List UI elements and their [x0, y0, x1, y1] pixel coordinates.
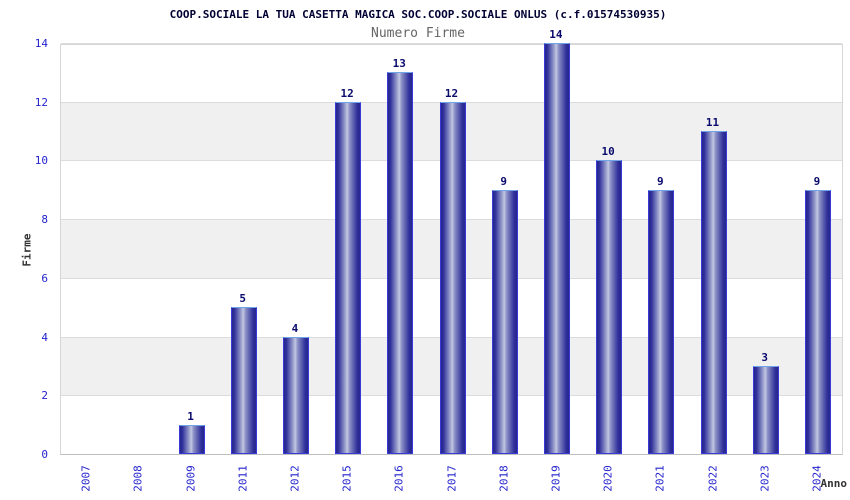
bar-value-label: 4: [291, 322, 299, 335]
bar-value-label: 12: [444, 87, 459, 100]
bar-2022: [700, 131, 727, 454]
bar-value-label: 5: [239, 292, 246, 305]
bar-2017: [439, 102, 466, 454]
bar-2015: [335, 102, 362, 454]
bar-2016: [387, 72, 414, 454]
bar-value-label: 1: [187, 410, 194, 423]
bar-value-label: 9: [500, 175, 507, 188]
chart-subtitle: Numero Firme: [371, 26, 465, 41]
bar-value-label: 9: [656, 175, 664, 188]
bar-2020: [596, 160, 623, 454]
plot-area: [60, 43, 843, 455]
bar-2011: [230, 307, 257, 454]
bar-2021: [648, 190, 675, 454]
chart-title: COOP.SOCIALE LA TUA CASETTA MAGICA SOC.C…: [169, 8, 667, 21]
bar-2024: [804, 190, 831, 454]
bar-2012: [282, 337, 309, 454]
bar-value-label: 3: [761, 351, 768, 364]
bar-2019: [543, 43, 570, 454]
bar-value-label: 14: [549, 28, 563, 41]
y-tick-label: 2: [41, 389, 48, 403]
y-tick-label: 14: [34, 37, 48, 50]
bar-2009: [178, 425, 205, 454]
bar-value-label: 9: [813, 175, 821, 188]
bar-value-label: 12: [340, 87, 354, 100]
bar-2023: [752, 366, 779, 454]
y-tick-label: 6: [41, 271, 48, 285]
y-tick-label: 12: [34, 95, 48, 109]
bar-2018: [491, 190, 518, 454]
gridline: [61, 43, 842, 44]
bar-value-label: 11: [705, 116, 720, 129]
y-tick-label: 4: [41, 330, 48, 344]
bar-value-label: 10: [601, 145, 615, 158]
x-axis-title: Anno: [820, 477, 848, 490]
y-tick-label: 8: [41, 213, 48, 227]
y-tick-label: 0: [41, 448, 48, 461]
bar-value-label: 13: [392, 57, 406, 70]
y-tick-label: 10: [34, 154, 48, 168]
